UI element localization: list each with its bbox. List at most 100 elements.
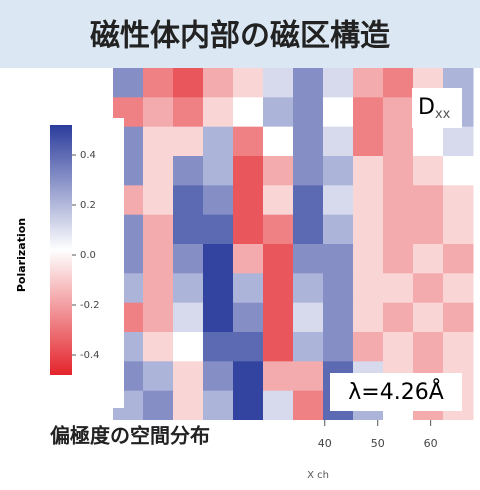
heat-cell — [323, 244, 354, 274]
heat-cell — [143, 390, 174, 421]
heat-cell — [353, 185, 384, 216]
heat-cell — [173, 68, 204, 98]
heat-cell — [263, 97, 294, 128]
heat-cell — [413, 244, 444, 274]
heat-cell — [353, 244, 384, 274]
heat-cell — [353, 68, 384, 98]
heat-cell — [443, 302, 474, 333]
heat-cell — [233, 273, 264, 304]
subtitle: 偏極度の空間分布 — [50, 424, 210, 448]
heat-cell — [173, 302, 204, 333]
annotation: λ=4.26Å — [348, 378, 444, 405]
heat-cell — [443, 273, 474, 304]
heatmap — [113, 68, 474, 421]
heat-cell — [323, 273, 354, 304]
heat-cell — [323, 302, 354, 333]
heat-cell — [293, 97, 324, 128]
heat-cell — [263, 185, 294, 216]
heat-cell — [293, 185, 324, 216]
heat-cell — [203, 244, 234, 274]
axis-panel — [0, 420, 480, 490]
heat-cell — [383, 244, 414, 274]
annotation-box — [330, 373, 462, 411]
heat-cell — [413, 273, 444, 304]
colorbar-tick-label: -0.2 — [80, 300, 100, 311]
heat-cell — [293, 244, 324, 274]
colorbar-tick-label: 0.0 — [80, 250, 96, 261]
heat-cell — [443, 244, 474, 274]
heat-cell — [413, 126, 444, 157]
heat-cell — [323, 214, 354, 245]
heat-cell — [293, 214, 324, 245]
heat-cell — [443, 156, 474, 186]
heat-cell — [383, 126, 414, 157]
heat-cell — [233, 390, 264, 421]
heat-cell — [203, 97, 234, 128]
annotation-box — [412, 88, 462, 128]
heat-cell — [233, 302, 264, 333]
heat-cell — [443, 214, 474, 245]
heat-cell — [173, 361, 204, 392]
heat-cell — [263, 214, 294, 245]
heat-cell — [233, 361, 264, 392]
heat-cell — [263, 361, 294, 392]
heat-cell — [263, 302, 294, 333]
heat-cell — [233, 332, 264, 362]
heat-cell — [383, 185, 414, 216]
colorbar-label: Polarization — [15, 218, 28, 292]
heat-cell — [353, 214, 384, 245]
heat-cell — [323, 332, 354, 362]
heat-cell — [173, 97, 204, 128]
heat-cell — [323, 97, 354, 128]
heat-cell — [293, 390, 324, 421]
heat-cell — [443, 332, 474, 362]
heat-cell — [293, 273, 324, 304]
annotation: Dxx — [418, 95, 451, 122]
x-tick-label: 40 — [318, 437, 332, 450]
heat-cell — [263, 244, 294, 274]
heat-cell — [383, 332, 414, 362]
heat-cell — [203, 390, 234, 421]
heat-cell — [203, 332, 234, 362]
heat-cell — [413, 185, 444, 216]
heat-cell — [443, 185, 474, 216]
heat-cell — [203, 302, 234, 333]
heat-cell — [293, 361, 324, 392]
heat-cell — [143, 68, 174, 98]
heat-cell — [293, 332, 324, 362]
heat-cell — [263, 390, 294, 421]
heat-cell — [323, 156, 354, 186]
heat-cell — [173, 273, 204, 304]
heat-cell — [383, 273, 414, 304]
heat-cell — [143, 156, 174, 186]
heat-cell — [233, 126, 264, 157]
heat-cell — [353, 97, 384, 128]
x-tick-label: 50 — [371, 437, 385, 450]
heat-cell — [413, 156, 444, 186]
heat-cell — [263, 156, 294, 186]
chart-title: 磁性体内部の磁区構造 — [90, 19, 390, 54]
heat-cell — [323, 185, 354, 216]
heat-cell — [383, 68, 414, 98]
heat-cell — [443, 126, 474, 157]
heat-cell — [233, 97, 264, 128]
heat-cell — [173, 332, 204, 362]
heat-cell — [203, 361, 234, 392]
heat-cell — [143, 214, 174, 245]
heat-cell — [233, 156, 264, 186]
heat-cell — [383, 214, 414, 245]
heat-cell — [383, 302, 414, 333]
title-band — [0, 0, 480, 68]
heat-cell — [203, 273, 234, 304]
heat-cell — [233, 244, 264, 274]
heat-cell — [353, 302, 384, 333]
heat-cell — [203, 214, 234, 245]
heat-cell — [383, 156, 414, 186]
heat-cell — [353, 156, 384, 186]
heat-cell — [203, 156, 234, 186]
heat-cell — [143, 361, 174, 392]
heat-cell — [353, 273, 384, 304]
heat-cell — [173, 126, 204, 157]
heat-cell — [173, 156, 204, 186]
